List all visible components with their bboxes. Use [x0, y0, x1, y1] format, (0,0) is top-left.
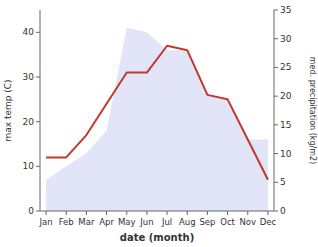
x-tick-label: Apr — [99, 217, 114, 227]
x-tick-label: May — [118, 217, 136, 227]
chart: 01020304005101520253035JanFebMarAprMayJu… — [0, 0, 318, 247]
y2-tick-label: 35 — [280, 5, 291, 15]
y2-tick — [274, 10, 278, 11]
x-axis-label: date (month) — [120, 232, 194, 243]
y-tick — [36, 77, 40, 78]
x-tick-label: Sep — [199, 217, 215, 227]
y2-axis-label: med. precipitation (kg/m2) — [308, 57, 317, 164]
y2-tick-label: 5 — [280, 177, 286, 187]
x-tick — [66, 211, 67, 215]
x-tick-label: Jan — [38, 217, 52, 227]
x-tick-label: Aug — [179, 217, 196, 227]
x-tick — [167, 211, 168, 215]
x-tick — [227, 211, 228, 215]
y2-tick-label: 25 — [280, 62, 291, 72]
y-tick — [36, 121, 40, 122]
y2-tick-label: 10 — [280, 149, 292, 159]
y2-tick — [274, 67, 278, 68]
y-tick-label: 30 — [23, 72, 35, 82]
x-tick-label: Dec — [260, 217, 277, 227]
y-axis-label: max temp (C) — [3, 79, 13, 141]
area — [46, 28, 268, 211]
y-tick-label: 40 — [23, 27, 35, 37]
y2-tick — [274, 182, 278, 183]
y-tick — [36, 32, 40, 33]
y2-tick — [274, 38, 278, 39]
y2-tick — [274, 153, 278, 154]
y-tick-label: 10 — [23, 161, 35, 171]
y-tick-label: 20 — [23, 117, 35, 127]
y2-tick — [274, 211, 278, 212]
y-tick — [36, 166, 40, 167]
line — [46, 46, 268, 180]
x-tick-label: Nov — [239, 217, 256, 227]
y2-tick — [274, 96, 278, 97]
y2-tick-label: 20 — [280, 91, 292, 101]
x-tick-label: Oct — [220, 217, 235, 227]
y2-tick-label: 0 — [280, 206, 286, 216]
x-tick — [46, 211, 47, 215]
x-tick-label: Mar — [78, 217, 95, 227]
x-tick — [86, 211, 87, 215]
y2-axis-line — [274, 10, 275, 211]
x-tick — [207, 211, 208, 215]
x-tick — [126, 211, 127, 215]
y-axis-line — [40, 10, 41, 211]
x-axis-line — [40, 211, 274, 212]
x-tick — [146, 211, 147, 215]
y2-tick-label: 15 — [280, 120, 291, 130]
y-tick — [36, 211, 40, 212]
plot-area — [46, 28, 268, 211]
x-tick — [106, 211, 107, 215]
y2-tick — [274, 124, 278, 125]
x-tick — [247, 211, 248, 215]
x-tick-label: Jun — [139, 217, 153, 227]
x-tick-label: Jul — [161, 217, 172, 227]
x-tick — [267, 211, 268, 215]
x-tick-label: Feb — [59, 217, 74, 227]
x-tick — [187, 211, 188, 215]
y-tick-label: 0 — [28, 206, 34, 216]
y2-tick-label: 30 — [280, 34, 292, 44]
